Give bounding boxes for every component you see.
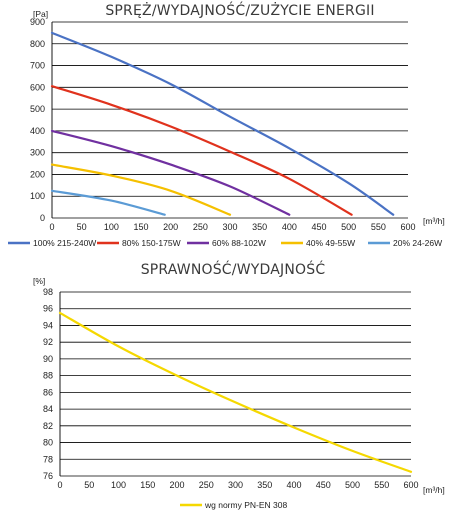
efficiency-chart-xlabel: [m³/h]: [423, 485, 445, 495]
pressure-chart-legend: 100% 215-240W 80% 150-175W 60% 88-102W 40% …: [8, 238, 442, 248]
efficiency-y-tick-label: 98: [43, 287, 53, 297]
pressure-y-tick-label: 400: [30, 126, 45, 136]
efficiency-y-tick-label: 86: [43, 387, 53, 397]
efficiency-x-tick-label: 200: [169, 480, 184, 490]
pressure-legend-label: 60% 88-102W: [212, 238, 266, 248]
efficiency-chart-ylabel: [%]: [33, 276, 45, 286]
pressure-x-tick-label: 200: [163, 222, 178, 232]
efficiency-y-tick-label: 82: [43, 421, 53, 431]
pressure-legend-label: 100% 215-240W: [33, 238, 96, 248]
efficiency-chart-series: [58, 311, 413, 473]
pressure-chart-ticks: 0 100 200 300 400 500 600 700 800 900 0 50 100 150 200…: [30, 17, 416, 232]
pressure-y-tick-label: 300: [30, 148, 45, 158]
efficiency-y-tick-label: 76: [43, 471, 53, 481]
efficiency-chart-legend: wg normy PN-EN 308: [180, 500, 287, 510]
efficiency-y-tick-label: 80: [43, 438, 53, 448]
efficiency-chart-title: SPRAWNOŚĆ/WYDAJNOŚĆ: [141, 260, 326, 278]
efficiency-y-tick-label: 88: [43, 371, 53, 381]
efficiency-chart-ticks: 76 78 80 82 84 86 88 90 92 94 96 98 0 50 100 150 200 250 3…: [43, 287, 419, 490]
efficiency-y-tick-label: 84: [43, 404, 53, 414]
efficiency-chart-grid: [59, 291, 411, 477]
efficiency-x-tick-label: 400: [286, 480, 301, 490]
pressure-x-tick-label: 400: [282, 222, 297, 232]
pressure-x-tick-label: 450: [311, 222, 326, 232]
pressure-x-tick-label: 500: [341, 222, 356, 232]
efficiency-chart: SPRAWNOŚĆ/WYDAJNOŚĆ 76 78 80 82 84 86 88 90 92 94…: [33, 260, 445, 510]
efficiency-y-tick-label: 78: [43, 454, 53, 464]
efficiency-x-tick-label: 0: [57, 480, 62, 490]
pressure-x-tick-label: 350: [252, 222, 267, 232]
efficiency-legend-label: wg normy PN-EN 308: [204, 500, 287, 510]
efficiency-y-tick-label: 92: [43, 337, 53, 347]
pressure-y-tick-label: 100: [30, 191, 45, 201]
pressure-series-line-2: [50, 129, 291, 216]
pressure-x-tick-label: 0: [49, 222, 54, 232]
pressure-chart-ylabel: [Pa]: [33, 9, 48, 19]
efficiency-x-tick-label: 150: [140, 480, 155, 490]
pressure-chart-xlabel: [m³/h]: [423, 216, 445, 226]
pressure-x-tick-label: 600: [400, 222, 415, 232]
efficiency-x-tick-label: 100: [111, 480, 126, 490]
pressure-x-tick-label: 550: [371, 222, 386, 232]
efficiency-x-tick-label: 500: [345, 480, 360, 490]
efficiency-x-tick-label: 600: [403, 480, 418, 490]
pressure-series-line-4: [50, 189, 166, 216]
pressure-y-tick-label: 800: [30, 39, 45, 49]
pressure-y-tick-label: 600: [30, 82, 45, 92]
pressure-legend-label: 20% 24-26W: [393, 238, 442, 248]
pressure-legend-label: 40% 49-55W: [306, 238, 355, 248]
efficiency-x-tick-label: 250: [199, 480, 214, 490]
pressure-x-tick-label: 150: [133, 222, 148, 232]
pressure-chart-title: SPRĘŻ/WYDAJNOŚĆ/ZUŻYCIE ENERGII: [105, 1, 374, 19]
pressure-chart-series: [50, 31, 395, 216]
pressure-series-line-0: [50, 31, 395, 216]
pressure-chart: SPRĘŻ/WYDAJNOŚĆ/ZUŻYCIE ENERGII 0 100 200 3…: [8, 1, 445, 248]
pressure-y-tick-label: 700: [30, 61, 45, 71]
pressure-x-tick-label: 50: [77, 222, 87, 232]
efficiency-series-line-0: [58, 311, 413, 473]
pressure-y-tick-label: 0: [40, 213, 45, 223]
pressure-chart-grid: [51, 21, 408, 219]
efficiency-x-tick-label: 350: [257, 480, 272, 490]
pressure-y-tick-label: 500: [30, 104, 45, 114]
pressure-legend-label: 80% 150-175W: [122, 238, 181, 248]
pressure-series-line-3: [50, 163, 232, 216]
pressure-x-tick-label: 300: [222, 222, 237, 232]
pressure-x-tick-label: 250: [193, 222, 208, 232]
efficiency-y-tick-label: 96: [43, 304, 53, 314]
efficiency-y-tick-label: 90: [43, 354, 53, 364]
efficiency-x-tick-label: 300: [228, 480, 243, 490]
efficiency-x-tick-label: 450: [316, 480, 331, 490]
efficiency-x-tick-label: 550: [374, 480, 389, 490]
efficiency-x-tick-label: 50: [84, 480, 94, 490]
efficiency-y-tick-label: 94: [43, 320, 53, 330]
pressure-series-line-1: [50, 85, 353, 216]
pressure-y-tick-label: 900: [30, 17, 45, 27]
pressure-x-tick-label: 100: [104, 222, 119, 232]
pressure-y-tick-label: 200: [30, 169, 45, 179]
